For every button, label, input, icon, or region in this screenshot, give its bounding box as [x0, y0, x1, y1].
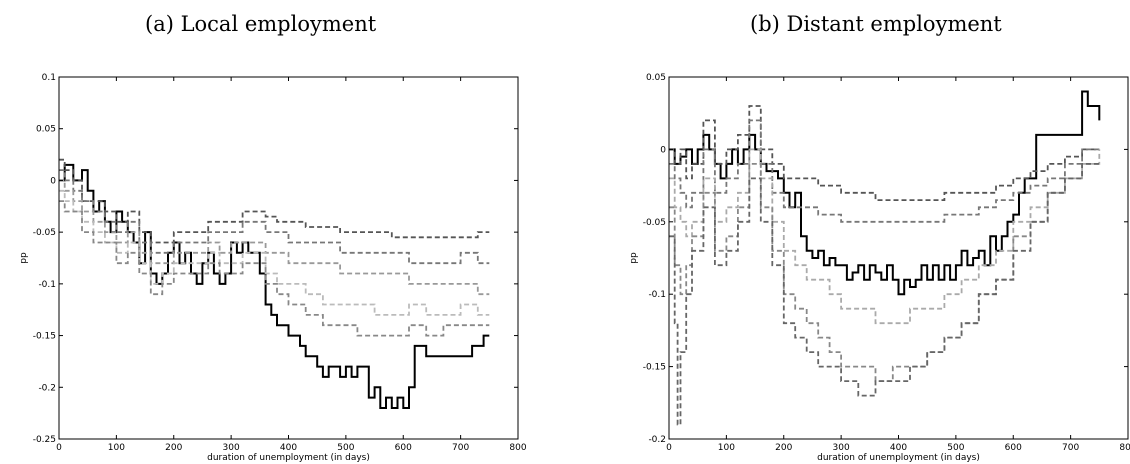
- chart-a-ytick-label: 0.05: [36, 125, 56, 135]
- chart-b-ytick-label: -0.2: [648, 435, 666, 445]
- chart-b-series-0: [669, 92, 1099, 295]
- chart-b-xtick-label: 0: [666, 443, 672, 453]
- chart-a-xtick-label: 300: [223, 443, 240, 453]
- chart-b-xtick-label: 200: [775, 443, 792, 453]
- chart-a-series-0: [59, 165, 489, 408]
- chart-b-xtick-label: 700: [1062, 443, 1079, 453]
- chart-b-xtick-label: 800: [1119, 443, 1130, 453]
- chart-b-series-4: [669, 164, 1099, 381]
- chart-b-ytick-label: -0.15: [643, 363, 666, 373]
- chart-a-xtick-label: 600: [395, 443, 412, 453]
- chart-b-ytick-label: 0.05: [646, 73, 666, 83]
- chart-a-ytick-label: -0.25: [33, 435, 56, 445]
- chart-b-series-5: [669, 164, 1099, 425]
- chart-a-ytick-label: -0.05: [33, 228, 56, 238]
- chart-b-series-3: [669, 149, 1099, 323]
- chart-a-xtick-label: 700: [452, 443, 469, 453]
- chart-b-ytick-label: 0: [660, 145, 666, 155]
- chart-a-xtick-label: 800: [509, 443, 526, 453]
- chart-b-xtick-label: 100: [718, 443, 735, 453]
- chart-b-xtick-label: 300: [833, 443, 850, 453]
- chart-a-xtick-label: 500: [337, 443, 354, 453]
- chart-a-ytick-label: -0.15: [33, 332, 56, 342]
- chart-a-xtick-label: 100: [108, 443, 125, 453]
- chart-b-xtick-label: 600: [1005, 443, 1022, 453]
- chart-a-ytick-label: -0.2: [38, 383, 56, 393]
- chart-a-xtick-label: 0: [56, 443, 62, 453]
- chart-b-frame: [669, 77, 1128, 439]
- chart-a-ylabel: pp: [19, 252, 29, 264]
- chart-b-ylabel: pp: [629, 252, 639, 264]
- chart-a-series-3: [59, 180, 489, 294]
- chart-a-xtick-label: 400: [280, 443, 297, 453]
- chart-b-xtick-label: 500: [947, 443, 964, 453]
- chart-a-ytick-label: 0.1: [42, 73, 56, 83]
- chart-a-ytick-label: -0.1: [38, 280, 56, 290]
- chart-b-ytick-label: -0.1: [648, 290, 666, 300]
- chart-b-xtick-label: 400: [890, 443, 907, 453]
- chart-a-xlabel: duration of unemployment (in days): [207, 453, 370, 463]
- chart-a-series-1: [59, 160, 489, 243]
- chart-a-ytick-label: 0: [50, 176, 56, 186]
- chart-b-xlabel: duration of unemployment (in days): [817, 453, 980, 463]
- chart-a-xtick-label: 200: [165, 443, 182, 453]
- chart-b-ytick-label: -0.05: [643, 218, 666, 228]
